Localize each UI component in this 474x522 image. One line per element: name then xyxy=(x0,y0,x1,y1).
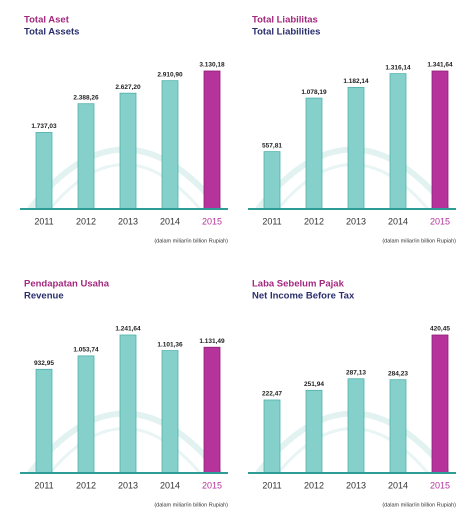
value-label: 557,81 xyxy=(262,142,282,149)
x-tick-label: 2013 xyxy=(346,216,366,226)
bar xyxy=(77,103,95,210)
x-tick-label: 2012 xyxy=(76,216,96,226)
chart-title: Pendapatan Usaha xyxy=(24,279,110,290)
x-tick-label: 2012 xyxy=(76,480,96,490)
value-label: 420,45 xyxy=(430,326,450,333)
value-label: 2.627,20 xyxy=(115,84,141,91)
bar xyxy=(35,368,53,474)
x-tick-label: 2014 xyxy=(160,216,180,226)
value-label: 1.341,64 xyxy=(427,62,453,69)
x-tick-label: 2015 xyxy=(430,216,450,226)
x-tick-label: 2013 xyxy=(118,216,138,226)
x-tick-label: 2013 xyxy=(346,480,366,490)
value-label: 1.131,49 xyxy=(199,338,225,345)
bar xyxy=(119,92,137,210)
value-label: 2.910,90 xyxy=(157,71,183,78)
value-label: 1.182,14 xyxy=(343,78,369,85)
bar xyxy=(119,334,137,474)
x-tick-label: 2012 xyxy=(304,480,324,490)
x-tick-label: 2011 xyxy=(34,480,53,490)
bar xyxy=(305,97,323,210)
x-tick-label: 2011 xyxy=(34,216,53,226)
value-label: 251,94 xyxy=(304,381,324,388)
value-label: 284,23 xyxy=(388,370,408,377)
unit-note: (dalam miliar/in billion Rupiah) xyxy=(154,238,228,244)
bar xyxy=(203,346,221,474)
bar xyxy=(35,132,53,210)
value-label: 1.316,14 xyxy=(385,64,411,71)
chart-title: Total Aset xyxy=(24,15,70,26)
chart-subtitle: Net Income Before Tax xyxy=(252,291,355,302)
value-label: 1.737,03 xyxy=(31,123,57,130)
x-tick-label: 2015 xyxy=(202,480,222,490)
unit-note: (dalam miliar/in billion Rupiah) xyxy=(382,502,456,508)
chart-title: Laba Sebelum Pajak xyxy=(252,279,345,290)
value-label: 3.130,18 xyxy=(199,62,225,69)
x-tick-label: 2013 xyxy=(118,480,138,490)
x-tick-label: 2014 xyxy=(388,216,408,226)
bar xyxy=(431,70,449,210)
bar xyxy=(389,379,407,474)
bar xyxy=(161,80,179,210)
bar xyxy=(389,73,407,210)
value-label: 287,13 xyxy=(346,369,366,376)
bar xyxy=(263,399,281,474)
x-tick-label: 2011 xyxy=(262,216,281,226)
value-label: 1.053,74 xyxy=(73,347,99,354)
value-label: 222,47 xyxy=(262,391,282,398)
bar xyxy=(347,378,365,474)
value-label: 2.388,26 xyxy=(73,94,99,101)
x-tick-label: 2011 xyxy=(262,480,281,490)
bar xyxy=(203,70,221,210)
value-label: 1.101,36 xyxy=(157,341,183,348)
x-tick-label: 2014 xyxy=(160,480,180,490)
value-label: 1.241,64 xyxy=(115,326,141,333)
chart-title: Total Liabilitas xyxy=(252,15,318,26)
chart-subtitle: Total Assets xyxy=(24,27,79,38)
x-tick-label: 2015 xyxy=(202,216,222,226)
x-tick-label: 2012 xyxy=(304,216,324,226)
bar xyxy=(305,389,323,474)
x-tick-label: 2014 xyxy=(388,480,408,490)
x-tick-label: 2015 xyxy=(430,480,450,490)
value-label: 1.078,19 xyxy=(301,89,327,96)
chart-subtitle: Revenue xyxy=(24,291,64,302)
bar xyxy=(431,334,449,474)
bar xyxy=(161,350,179,474)
chart-subtitle: Total Liabilities xyxy=(252,27,320,38)
bar xyxy=(347,87,365,210)
bar xyxy=(77,355,95,474)
value-label: 932,95 xyxy=(34,360,54,367)
unit-note: (dalam miliar/in billion Rupiah) xyxy=(382,238,456,244)
bar xyxy=(263,151,281,210)
unit-note: (dalam miliar/in billion Rupiah) xyxy=(154,502,228,508)
